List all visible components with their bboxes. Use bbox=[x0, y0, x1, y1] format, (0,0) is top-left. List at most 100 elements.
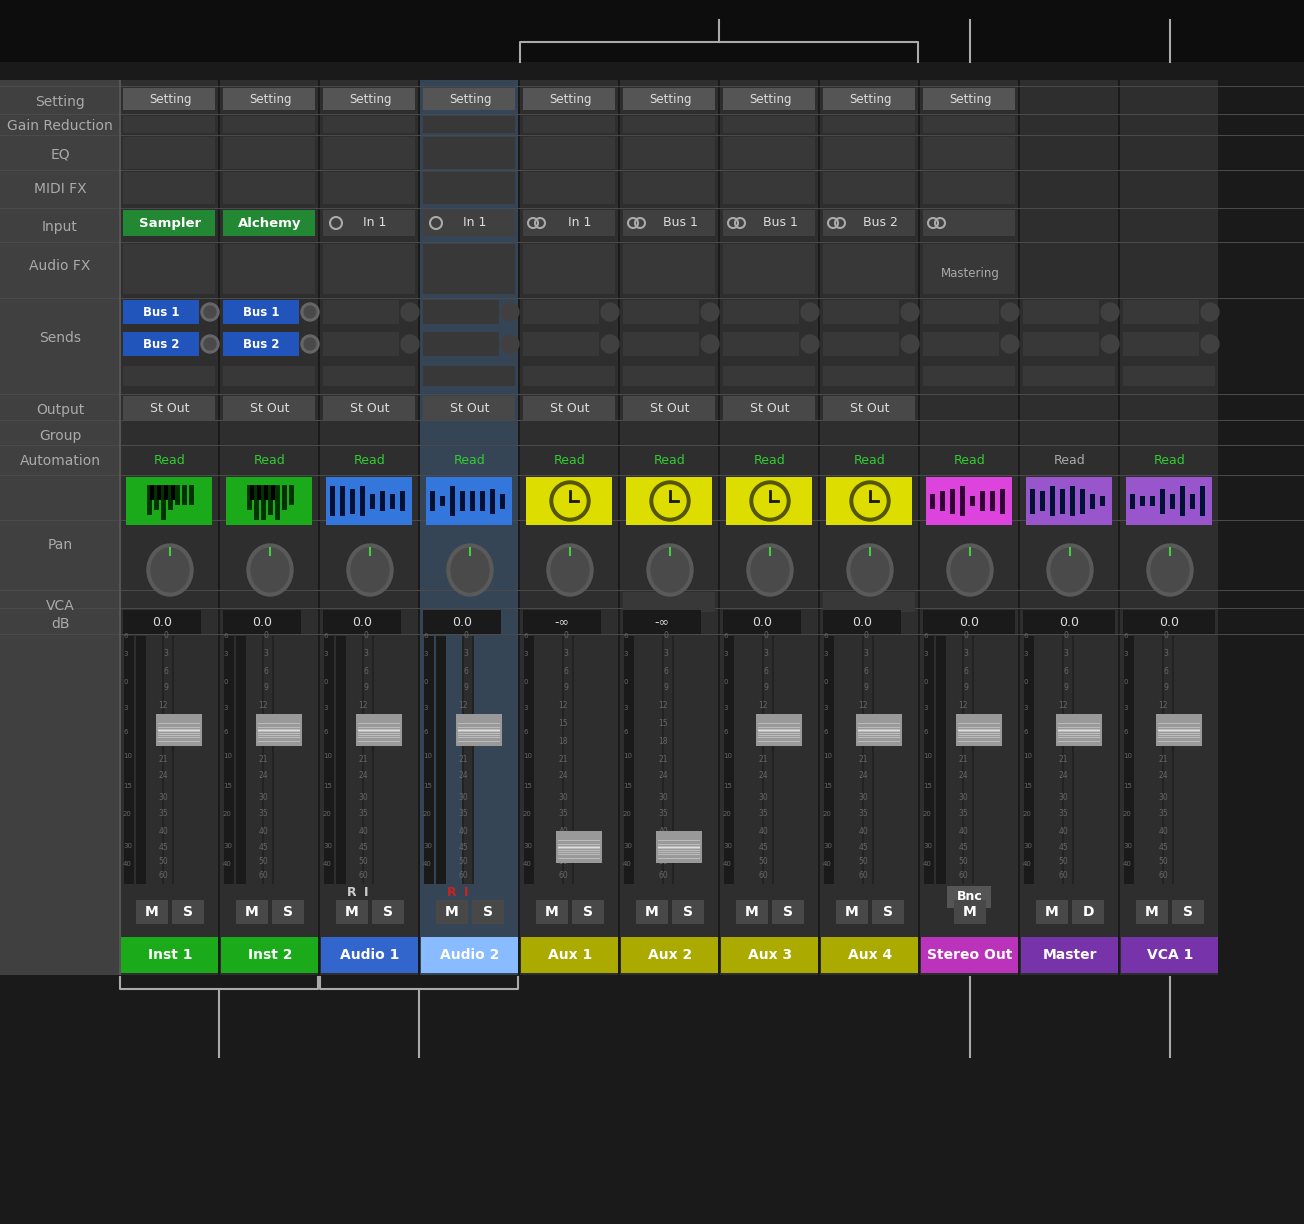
Text: 9: 9 bbox=[363, 683, 368, 693]
Text: 6: 6 bbox=[1063, 667, 1068, 677]
Text: Audio 2: Audio 2 bbox=[441, 949, 499, 962]
Bar bbox=[724, 636, 734, 884]
Circle shape bbox=[1101, 304, 1119, 321]
FancyBboxPatch shape bbox=[623, 88, 715, 110]
Text: 3: 3 bbox=[623, 705, 627, 711]
Bar bbox=[436, 636, 446, 884]
Text: M: M bbox=[1145, 905, 1159, 919]
FancyBboxPatch shape bbox=[422, 211, 515, 236]
Text: 12: 12 bbox=[258, 701, 269, 710]
FancyBboxPatch shape bbox=[323, 88, 415, 110]
Text: 6: 6 bbox=[1123, 730, 1128, 734]
Bar bbox=[659, 846, 700, 848]
Text: 3: 3 bbox=[1163, 650, 1168, 659]
Text: 30: 30 bbox=[722, 843, 732, 849]
Bar bbox=[490, 486, 496, 517]
Bar bbox=[1162, 636, 1174, 884]
Text: 40: 40 bbox=[223, 860, 232, 867]
Text: S: S bbox=[183, 905, 193, 919]
Ellipse shape bbox=[1047, 543, 1093, 596]
Text: 6: 6 bbox=[523, 633, 528, 639]
Text: 18: 18 bbox=[258, 738, 269, 747]
FancyBboxPatch shape bbox=[1024, 300, 1099, 324]
Circle shape bbox=[203, 338, 216, 350]
Text: 10: 10 bbox=[323, 753, 333, 759]
FancyBboxPatch shape bbox=[422, 300, 499, 324]
Bar bbox=[1101, 494, 1104, 509]
Bar bbox=[518, 80, 520, 976]
Text: 3: 3 bbox=[323, 705, 327, 711]
Text: 15: 15 bbox=[858, 720, 868, 728]
Text: St Out: St Out bbox=[750, 401, 790, 415]
Text: 3: 3 bbox=[263, 650, 269, 659]
Text: 30: 30 bbox=[1158, 793, 1168, 803]
Text: 6: 6 bbox=[323, 730, 327, 734]
Text: 0: 0 bbox=[263, 632, 269, 640]
FancyBboxPatch shape bbox=[523, 300, 599, 324]
Text: 6: 6 bbox=[163, 667, 168, 677]
Text: 60: 60 bbox=[258, 871, 269, 880]
Bar bbox=[275, 485, 279, 510]
Text: 40: 40 bbox=[659, 827, 668, 836]
Bar bbox=[721, 938, 818, 973]
FancyBboxPatch shape bbox=[636, 900, 668, 924]
Text: Input: Input bbox=[42, 220, 78, 234]
Text: 3: 3 bbox=[863, 650, 868, 659]
FancyBboxPatch shape bbox=[756, 715, 802, 747]
Bar bbox=[236, 636, 246, 884]
Text: 21: 21 bbox=[359, 755, 368, 765]
Text: 24: 24 bbox=[659, 771, 668, 781]
Circle shape bbox=[601, 304, 619, 321]
FancyBboxPatch shape bbox=[336, 900, 368, 924]
Bar bbox=[171, 485, 175, 499]
Text: 50: 50 bbox=[258, 858, 269, 867]
FancyBboxPatch shape bbox=[323, 116, 415, 133]
Text: 40: 40 bbox=[722, 860, 732, 867]
FancyBboxPatch shape bbox=[323, 366, 415, 386]
FancyBboxPatch shape bbox=[422, 332, 499, 356]
Bar bbox=[823, 610, 901, 634]
Text: 15: 15 bbox=[823, 783, 832, 789]
Text: 3: 3 bbox=[422, 651, 428, 657]
Text: 50: 50 bbox=[1158, 858, 1168, 867]
Bar bbox=[224, 636, 233, 884]
Text: 21: 21 bbox=[558, 755, 569, 765]
Text: 21: 21 bbox=[659, 755, 668, 765]
FancyBboxPatch shape bbox=[722, 244, 815, 294]
Ellipse shape bbox=[246, 543, 293, 596]
Text: 12: 12 bbox=[858, 701, 868, 710]
Text: 40: 40 bbox=[958, 827, 968, 836]
FancyBboxPatch shape bbox=[1072, 900, 1104, 924]
Bar bbox=[719, 80, 720, 976]
FancyBboxPatch shape bbox=[823, 116, 915, 133]
Text: St Out: St Out bbox=[651, 401, 690, 415]
Bar bbox=[390, 496, 395, 506]
Bar bbox=[951, 491, 955, 510]
Text: 6: 6 bbox=[123, 730, 128, 734]
Text: 3: 3 bbox=[923, 651, 927, 657]
Bar bbox=[918, 80, 921, 976]
Text: 0: 0 bbox=[523, 679, 528, 685]
FancyBboxPatch shape bbox=[947, 886, 991, 908]
Bar bbox=[420, 80, 518, 976]
FancyBboxPatch shape bbox=[326, 477, 412, 525]
Circle shape bbox=[601, 335, 619, 353]
Bar bbox=[0, 0, 1304, 62]
FancyBboxPatch shape bbox=[823, 366, 915, 386]
Text: Read: Read bbox=[1054, 454, 1086, 466]
FancyBboxPatch shape bbox=[726, 477, 812, 525]
Text: 40: 40 bbox=[323, 860, 333, 867]
Bar bbox=[282, 485, 287, 520]
Text: St Out: St Out bbox=[250, 401, 289, 415]
Text: 6: 6 bbox=[1024, 633, 1028, 639]
Text: 24: 24 bbox=[1158, 771, 1168, 781]
Bar bbox=[930, 486, 935, 517]
Bar bbox=[923, 610, 1015, 634]
Text: 30: 30 bbox=[1123, 843, 1132, 849]
Text: 40: 40 bbox=[158, 827, 168, 836]
Text: 12: 12 bbox=[459, 701, 468, 710]
Text: 45: 45 bbox=[359, 843, 368, 852]
Bar bbox=[263, 485, 267, 499]
Text: Read: Read bbox=[1154, 454, 1185, 466]
Ellipse shape bbox=[747, 543, 793, 596]
